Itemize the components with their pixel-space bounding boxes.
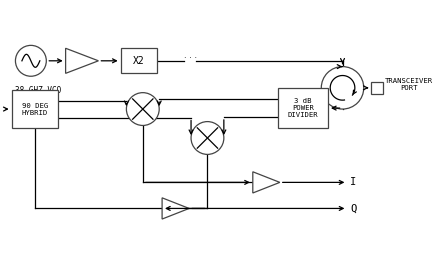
Text: 38 GHZ VCO: 38 GHZ VCO: [15, 86, 62, 95]
Polygon shape: [162, 198, 189, 219]
Circle shape: [15, 45, 46, 76]
Bar: [121, 48, 157, 73]
Text: · · ·: · · ·: [183, 54, 197, 63]
Text: I: I: [350, 177, 356, 187]
Polygon shape: [66, 48, 99, 73]
Text: 90 DEG
HYBRID: 90 DEG HYBRID: [22, 103, 48, 116]
Text: X2: X2: [133, 56, 145, 66]
Text: 3 dB
POWER
DIVIDER: 3 dB POWER DIVIDER: [288, 98, 318, 118]
Circle shape: [191, 122, 224, 154]
Bar: [11, 90, 58, 128]
Bar: [371, 82, 383, 94]
Polygon shape: [253, 172, 280, 193]
Circle shape: [126, 93, 159, 126]
Circle shape: [321, 67, 364, 109]
Bar: [278, 88, 328, 128]
Text: TRANSCEIVER
PORT: TRANSCEIVER PORT: [385, 78, 433, 91]
Text: Q: Q: [350, 203, 356, 213]
